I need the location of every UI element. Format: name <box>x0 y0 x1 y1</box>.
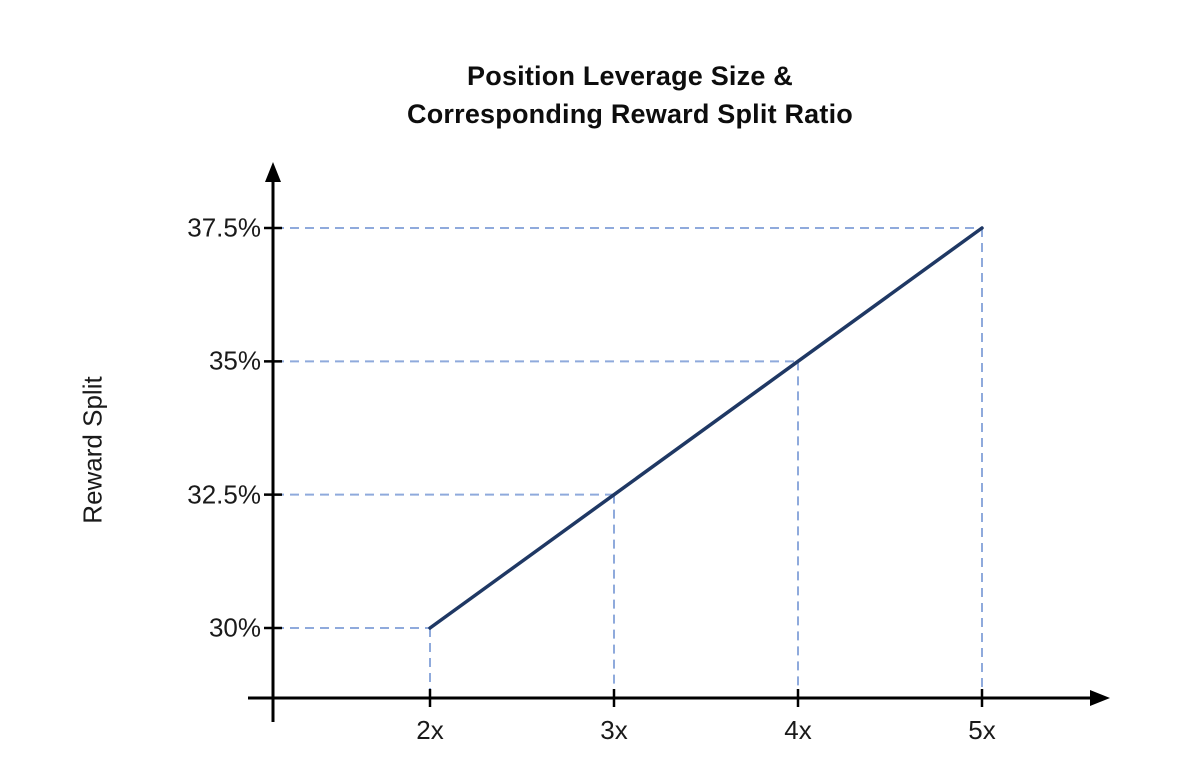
y-tick-label: 30% <box>208 612 261 643</box>
y-tick-label: 37.5% <box>187 212 261 243</box>
data-line <box>428 226 984 630</box>
x-tick-label: 2x <box>416 715 444 745</box>
y-tick-label: 32.5% <box>187 479 261 510</box>
x-axis-arrowhead-icon <box>1090 690 1110 706</box>
x-tick-label: 5x <box>968 715 996 745</box>
chart-title: Position Leverage Size & Corresponding R… <box>300 57 960 133</box>
x-tick-label: 4x <box>784 715 812 745</box>
x-tick-label: 3x <box>600 715 628 745</box>
y-tick-label: 35% <box>208 345 261 376</box>
y-axis-arrowhead-icon <box>265 162 281 182</box>
chart-title-line-2: Corresponding Reward Split Ratio <box>407 99 853 129</box>
chart-title-line-1: Position Leverage Size & <box>467 61 793 91</box>
